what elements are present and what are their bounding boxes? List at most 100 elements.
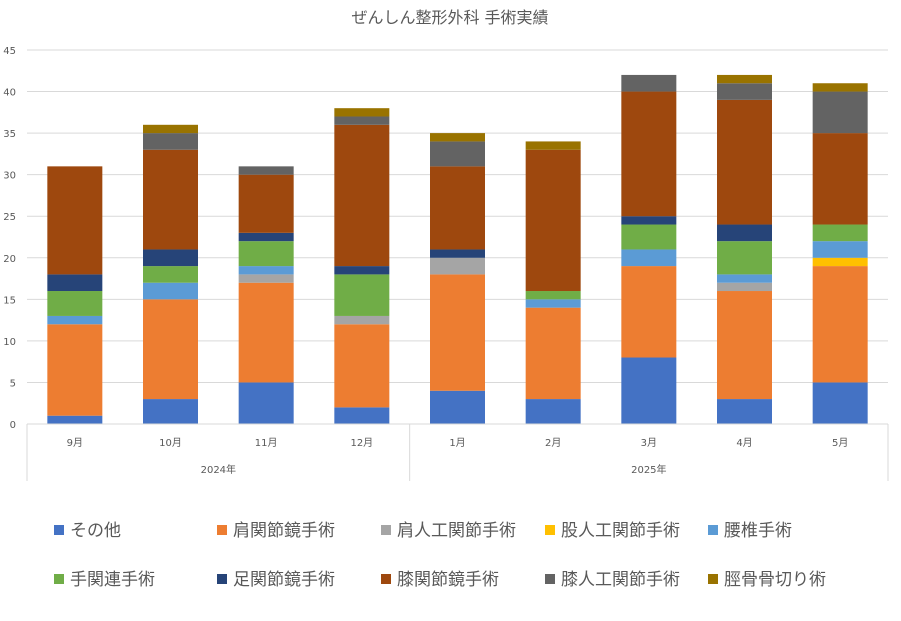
- bar-segment: [621, 249, 677, 267]
- bar-segment: [430, 133, 485, 142]
- bar-segment: [717, 282, 772, 292]
- bar-segment: [430, 249, 485, 258]
- bar-segment: [430, 257, 485, 275]
- bar-segment: [334, 266, 390, 275]
- x-axis: 9月 10月 11月 12月 1月 2月 3月 4月 5月 2024年 2025年: [26, 423, 889, 481]
- y-axis-ticks: 0 5 10 15 20 25 30 35 40 45: [3, 46, 16, 431]
- bar-segment: [621, 224, 677, 250]
- legend-swatch: [708, 574, 718, 584]
- bar-segment: [143, 299, 198, 400]
- legend-swatch: [217, 574, 227, 584]
- legend-label: 肩関節鏡手術: [233, 521, 335, 541]
- bar-segment: [143, 249, 198, 267]
- bar-segment: [621, 266, 677, 358]
- bar-segment: [143, 133, 198, 150]
- bar-segment: [238, 232, 294, 242]
- bar-segment: [812, 241, 868, 258]
- legend-label: 膝関節鏡手術: [397, 570, 499, 590]
- legend-label: 脛骨骨切り術: [724, 570, 826, 590]
- y-tick-label: 35: [3, 129, 16, 140]
- legend-label: 膝人工関節手術: [561, 570, 680, 590]
- x-tick-label: 9月: [67, 437, 83, 449]
- bar-segment: [143, 266, 198, 283]
- legend-swatch: [54, 574, 64, 584]
- x-tick-label: 2月: [545, 437, 561, 449]
- legend-label: その他: [70, 521, 121, 541]
- legend-label: 股人工関節手術: [561, 521, 680, 541]
- bar-segment: [430, 166, 485, 250]
- legend-label: 腰椎手術: [724, 521, 792, 541]
- bar-segment: [143, 399, 198, 424]
- legend-swatch: [217, 525, 227, 535]
- bar-segment: [47, 324, 103, 416]
- bar-segment: [812, 133, 868, 225]
- bar-segment: [334, 116, 390, 125]
- y-tick-label: 45: [3, 46, 16, 57]
- x-tick-label: 12月: [350, 437, 373, 449]
- bar-segment: [717, 224, 772, 242]
- bar-segment: [525, 307, 581, 400]
- bar-segment: [621, 91, 677, 217]
- bar-segment: [238, 166, 294, 175]
- bar-segment: [812, 266, 868, 383]
- bar-segment: [334, 315, 390, 325]
- bar-segment: [47, 415, 103, 424]
- legend-swatch: [381, 525, 391, 535]
- bar-segment: [334, 124, 390, 267]
- bar-segment: [812, 382, 868, 424]
- x-tick-label: 10月: [159, 437, 182, 449]
- y-tick-label: 25: [3, 212, 16, 223]
- y-tick-label: 0: [10, 420, 16, 431]
- bar-segment: [717, 83, 772, 100]
- legend-swatch: [545, 574, 555, 584]
- x-tick-label: 3月: [641, 437, 657, 449]
- bar-segment: [525, 149, 581, 292]
- bar-segment: [334, 108, 390, 117]
- legend-swatch: [708, 525, 718, 535]
- bar-segment: [47, 291, 103, 316]
- x-tick-label: 11月: [255, 437, 278, 449]
- bar-segment: [525, 299, 581, 308]
- bar-segment: [238, 174, 294, 233]
- bar-segment: [812, 224, 868, 242]
- legend-swatch: [381, 574, 391, 584]
- bar-segment: [334, 274, 390, 316]
- legend-label: 肩人工関節手術: [397, 521, 516, 541]
- y-tick-label: 20: [3, 254, 16, 265]
- y-tick-label: 40: [3, 88, 16, 99]
- bar-segment: [525, 141, 581, 150]
- x-tick-label: 5月: [832, 437, 848, 449]
- legend-swatch: [545, 525, 555, 535]
- bar-segment: [812, 91, 868, 134]
- bar-segment: [143, 149, 198, 250]
- y-tick-label: 10: [3, 337, 16, 348]
- legend-label: 足関節鏡手術: [233, 570, 335, 590]
- bar-segment: [47, 166, 103, 275]
- bar-segment: [47, 315, 103, 325]
- chart-title: ぜんしん整形外科 手術実績: [351, 8, 548, 27]
- y-tick-label: 5: [10, 378, 16, 389]
- bar-segment: [812, 257, 868, 267]
- bar-segment: [238, 282, 294, 383]
- x-group-label: 2025年: [631, 463, 666, 476]
- legend-swatch: [54, 525, 64, 535]
- bar-segment: [621, 357, 677, 424]
- bar-segment: [717, 74, 772, 84]
- y-tick-label: 15: [3, 295, 16, 306]
- x-tick-label: 1月: [449, 437, 465, 449]
- bar-segment: [621, 74, 677, 92]
- bar-segment: [238, 266, 294, 275]
- bar-segment: [525, 291, 581, 300]
- bar-segment: [143, 282, 198, 300]
- bar-segment: [812, 83, 868, 92]
- bar-segment: [717, 399, 772, 424]
- y-tick-label: 30: [3, 171, 16, 182]
- bar-segment: [238, 274, 294, 283]
- bar-segment: [717, 99, 772, 225]
- bar-segment: [430, 390, 485, 424]
- bar-segment: [238, 241, 294, 267]
- bar-segment: [47, 274, 103, 292]
- x-tick-label: 4月: [736, 437, 752, 449]
